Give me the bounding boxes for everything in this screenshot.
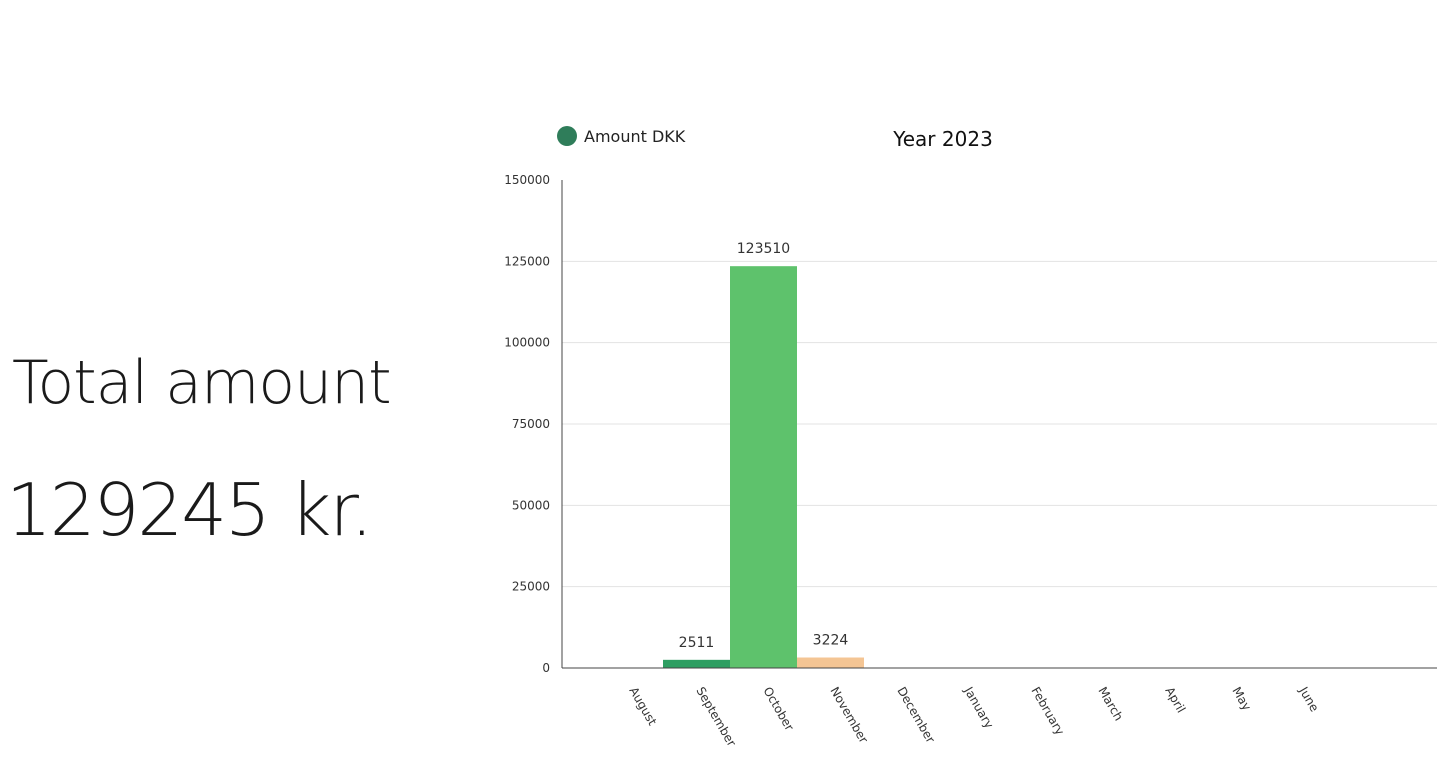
y-tick-label: 50000 xyxy=(512,498,550,512)
x-tick-label: January xyxy=(961,684,996,731)
total-amount-title: Total amount xyxy=(12,348,392,418)
bar-data-label: 123510 xyxy=(737,241,790,257)
x-tick-label: March xyxy=(1095,685,1125,724)
x-tick-label: August xyxy=(626,685,659,729)
y-tick-label: 150000 xyxy=(504,173,550,187)
y-tick-label: 0 xyxy=(542,661,550,675)
x-tick-label: December xyxy=(894,685,937,746)
y-tick-label: 25000 xyxy=(512,580,550,594)
bar xyxy=(797,657,864,668)
total-amount-value: 129245 kr. xyxy=(6,468,373,552)
x-tick-label: October xyxy=(760,685,796,734)
x-tick-label: September xyxy=(693,685,738,749)
x-tick-label: May xyxy=(1229,685,1254,713)
legend-dot xyxy=(557,126,577,146)
bar xyxy=(730,266,797,668)
chart-title: Year 2023 xyxy=(892,127,993,151)
x-tick-label: June xyxy=(1296,684,1322,715)
x-tick-label: February xyxy=(1028,685,1067,738)
bar-data-label: 2511 xyxy=(679,635,715,651)
legend-label: Amount DKK xyxy=(584,127,686,146)
x-tick-label: April xyxy=(1162,685,1188,716)
bar xyxy=(663,659,730,668)
x-tick-label: November xyxy=(827,685,870,746)
y-tick-label: 100000 xyxy=(504,336,550,350)
y-tick-label: 125000 xyxy=(504,254,550,268)
y-tick-label: 75000 xyxy=(512,417,550,431)
bar-data-label: 3224 xyxy=(813,633,849,649)
